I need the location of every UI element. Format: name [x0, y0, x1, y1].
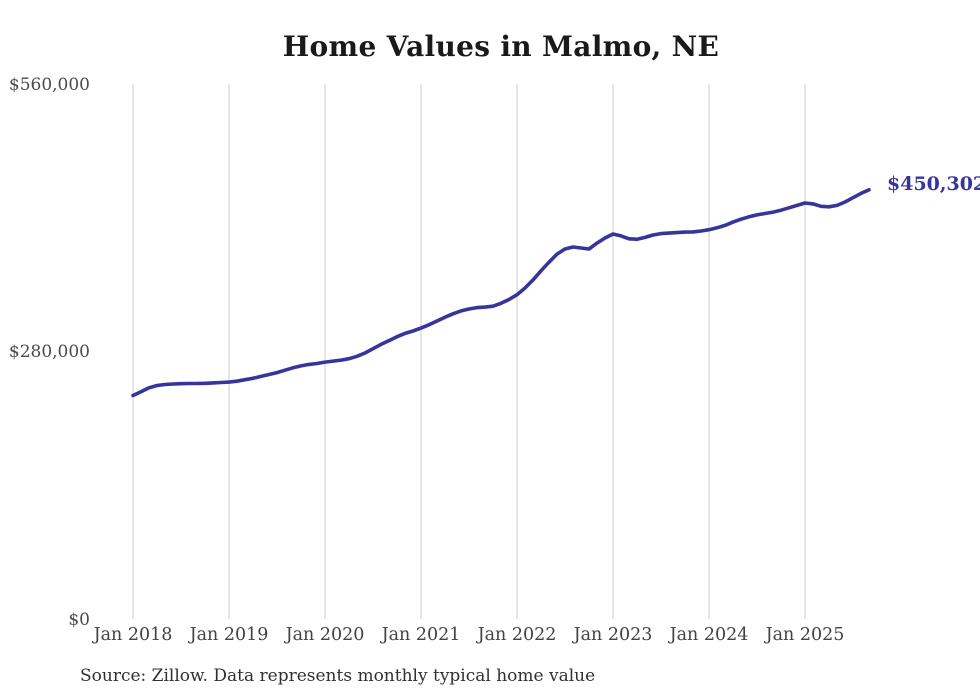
y-axis-label: $0 [68, 609, 90, 630]
x-axis-label: Jan 2020 [285, 625, 365, 645]
x-axis-label: Jan 2022 [477, 625, 557, 645]
final-value-label: $450,302 [887, 173, 980, 195]
x-axis-label: Jan 2024 [669, 625, 749, 645]
y-axis-label: $280,000 [8, 342, 90, 362]
source-attribution: Source: Zillow. Data represents monthly … [80, 666, 596, 686]
x-axis-label: Jan 2021 [381, 625, 461, 645]
x-axis-label: Jan 2018 [93, 625, 173, 645]
x-axis-label: Jan 2025 [765, 625, 845, 645]
x-axis-label: Jan 2019 [189, 625, 269, 645]
x-axis-label: Jan 2023 [573, 625, 653, 645]
home-value-line [131, 188, 871, 398]
chart-title: Home Values in Malmo, NE [282, 30, 720, 63]
y-axis-label: $560,000 [8, 74, 90, 95]
